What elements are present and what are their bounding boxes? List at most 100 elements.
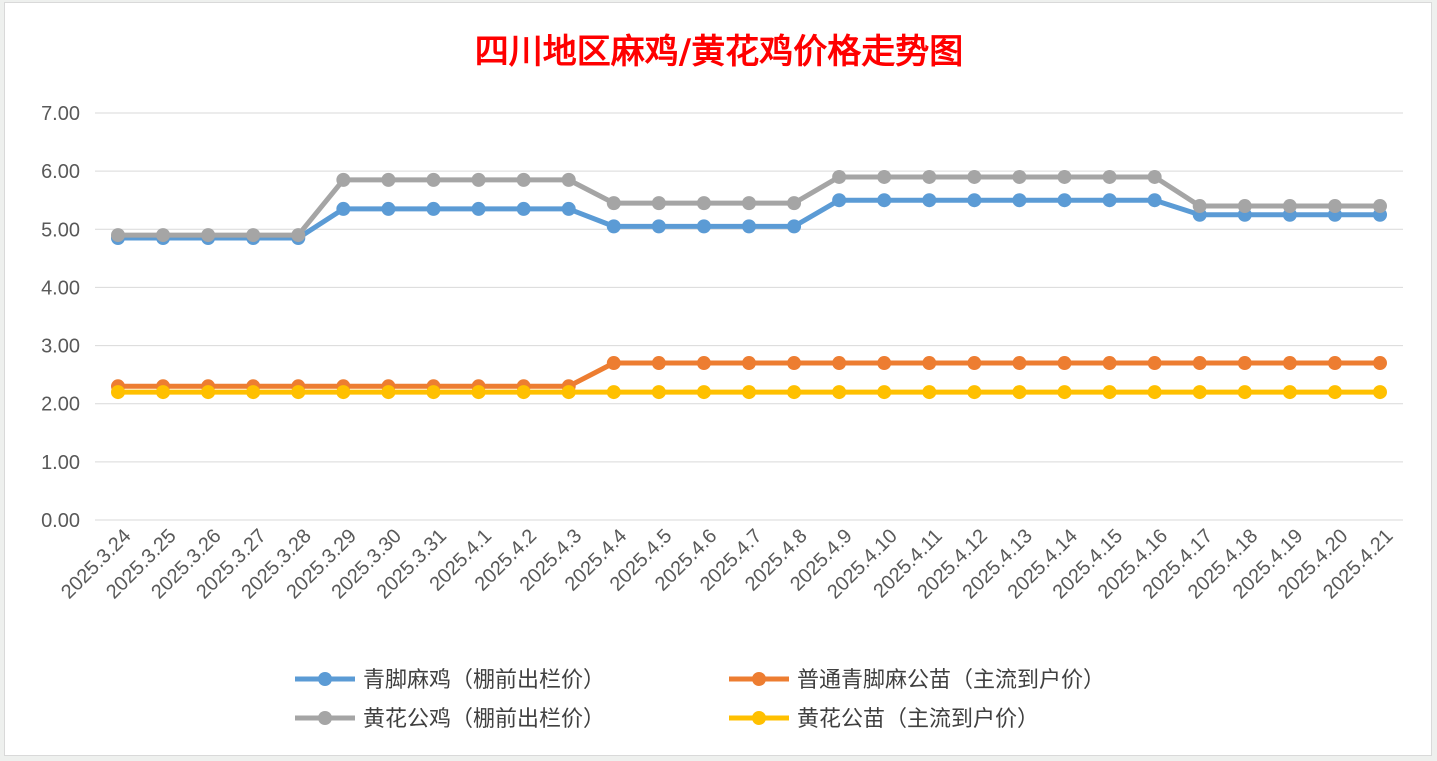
data-point: [1057, 193, 1072, 208]
data-point: [651, 219, 666, 234]
data-point: [246, 385, 261, 400]
data-point: [561, 172, 576, 187]
series-1: [111, 356, 1387, 394]
legend-label: 黄花公苗（主流到户价）: [797, 707, 1039, 732]
data-point: [471, 385, 486, 400]
y-tick-label: 2.00: [41, 394, 80, 416]
data-point: [787, 356, 802, 371]
data-point: [516, 172, 531, 187]
legend-item: 黄花公苗（主流到户价）: [729, 707, 1039, 732]
data-point: [696, 385, 711, 400]
data-point: [1282, 356, 1297, 371]
data-point: [201, 228, 216, 243]
data-point: [1192, 385, 1207, 400]
data-point: [1102, 356, 1117, 371]
data-point: [967, 356, 982, 371]
data-point: [877, 356, 892, 371]
data-point: [1282, 385, 1297, 400]
data-point: [381, 201, 396, 216]
data-point: [471, 172, 486, 187]
chart-title: 四川地区麻鸡/黄花鸡价格走势图: [475, 32, 963, 72]
data-point: [381, 385, 396, 400]
legend-swatch-marker: [752, 711, 766, 725]
data-point: [1282, 199, 1297, 214]
data-point: [156, 228, 171, 243]
data-point: [877, 385, 892, 400]
data-point: [246, 228, 261, 243]
data-point: [832, 385, 847, 400]
data-point: [111, 228, 125, 243]
data-point: [561, 385, 576, 400]
legend-label: 青脚麻鸡（棚前出栏价）: [363, 668, 605, 693]
series-lines: [111, 169, 1387, 400]
data-point: [111, 385, 125, 400]
data-point: [156, 385, 171, 400]
data-point: [877, 193, 892, 208]
series-2: [111, 169, 1387, 243]
data-point: [651, 356, 666, 371]
data-point: [606, 219, 621, 234]
data-point: [426, 201, 441, 216]
legend-swatch-marker: [752, 672, 766, 686]
data-point: [291, 228, 306, 243]
data-point: [336, 385, 351, 400]
series-3: [111, 385, 1387, 400]
legend-item: 普通青脚麻公苗（主流到户价）: [729, 668, 1105, 693]
data-point: [606, 356, 621, 371]
legend-item: 黄花公鸡（棚前出栏价）: [295, 707, 605, 732]
data-point: [1147, 385, 1162, 400]
data-point: [832, 193, 847, 208]
y-tick-label: 1.00: [41, 452, 80, 474]
data-point: [1373, 199, 1387, 214]
y-tick-label: 7.00: [41, 103, 80, 125]
data-point: [1012, 385, 1027, 400]
data-point: [967, 169, 982, 184]
data-point: [336, 201, 351, 216]
data-point: [201, 385, 216, 400]
legend-swatch-marker: [318, 711, 332, 725]
legend-label: 普通青脚麻公苗（主流到户价）: [797, 668, 1105, 693]
data-point: [742, 219, 756, 234]
legend-swatch-marker: [318, 672, 332, 686]
x-axis-ticks: 2025.3.242025.3.252025.3.262025.3.272025…: [57, 525, 1397, 603]
data-point: [1192, 356, 1207, 371]
data-point: [742, 385, 756, 400]
data-point: [1012, 169, 1027, 184]
data-point: [1012, 356, 1027, 371]
grid-lines: [95, 112, 1403, 521]
legend: 青脚麻鸡（棚前出栏价） 普通青脚麻公苗（主流到户价） 黄花公鸡（棚前出栏价） 黄花公苗…: [295, 668, 1105, 732]
chart-frame: 四川地区麻鸡/黄花鸡价格走势图 0.00 1.00 2.00 3.00 4.00 5.00…: [4, 2, 1432, 756]
data-point: [1012, 193, 1027, 208]
legend-item: 青脚麻鸡（棚前出栏价）: [295, 668, 605, 693]
data-point: [832, 169, 847, 184]
data-point: [1327, 199, 1342, 214]
data-point: [787, 219, 802, 234]
data-point: [696, 219, 711, 234]
data-point: [1237, 356, 1252, 371]
data-point: [967, 385, 982, 400]
data-point: [922, 356, 937, 371]
data-point: [1237, 199, 1252, 214]
data-point: [1057, 356, 1072, 371]
data-point: [516, 385, 531, 400]
data-point: [426, 172, 441, 187]
line-chart: 四川地区麻鸡/黄花鸡价格走势图 0.00 1.00 2.00 3.00 4.00 5.00…: [41, 32, 1403, 732]
data-point: [1147, 169, 1162, 184]
data-point: [1102, 193, 1117, 208]
data-point: [922, 169, 937, 184]
data-point: [291, 385, 306, 400]
data-point: [1373, 356, 1387, 371]
data-point: [1192, 199, 1207, 214]
data-point: [426, 385, 441, 400]
data-point: [1102, 385, 1117, 400]
y-axis-ticks: 0.00 1.00 2.00 3.00 4.00 5.00 6.00 7.00: [41, 103, 80, 532]
data-point: [606, 196, 621, 211]
data-point: [471, 201, 486, 216]
data-point: [381, 172, 396, 187]
data-point: [1237, 385, 1252, 400]
y-tick-label: 5.00: [41, 219, 80, 241]
data-point: [1327, 385, 1342, 400]
data-point: [1057, 169, 1072, 184]
legend-label: 黄花公鸡（棚前出栏价）: [363, 707, 605, 732]
data-point: [1147, 356, 1162, 371]
